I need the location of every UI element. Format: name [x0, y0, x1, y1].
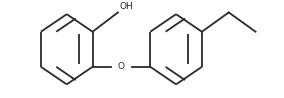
Text: OH: OH [119, 2, 133, 11]
Text: O: O [118, 62, 125, 71]
